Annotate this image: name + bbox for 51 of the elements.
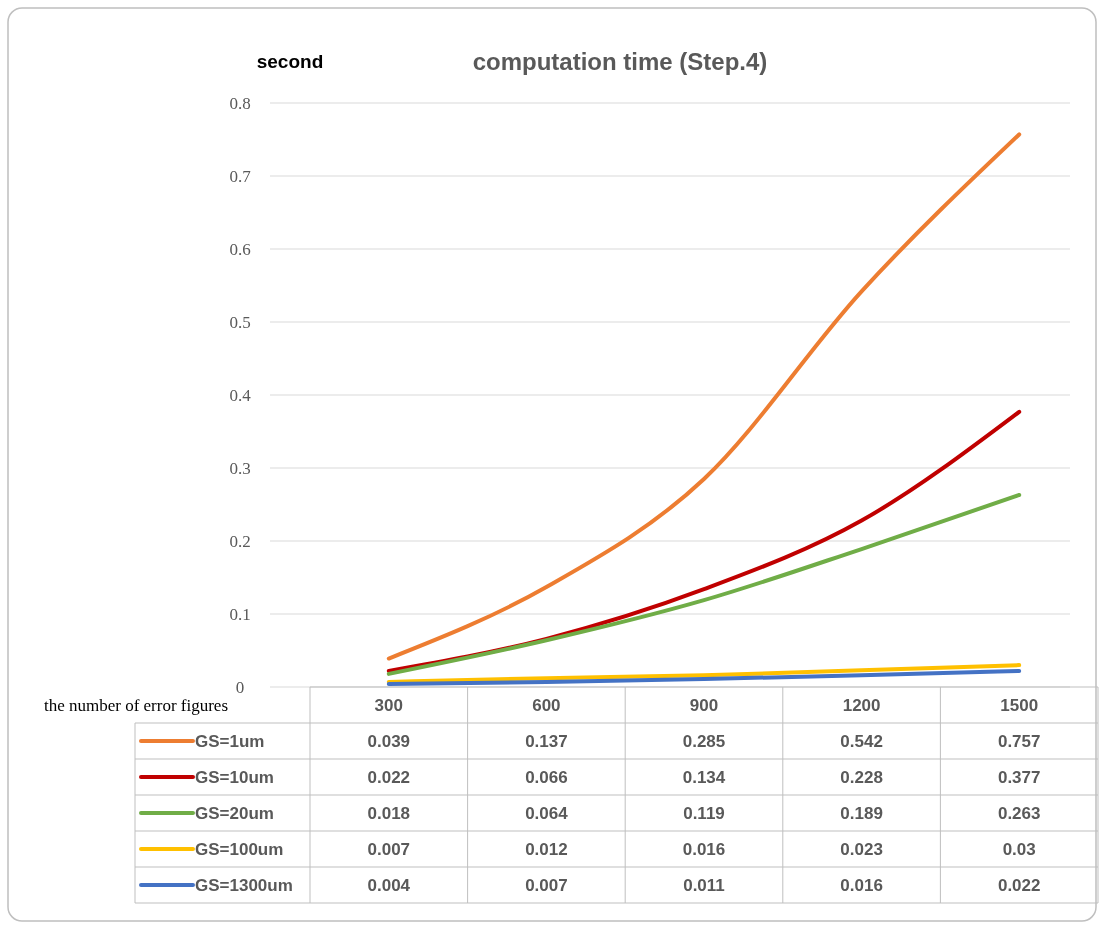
y-tick-label: 0.6 [229,239,251,259]
data-label: 0.016 [682,839,726,859]
y-tick-label: 0.1 [229,604,251,624]
legend-label: GS=1300um [195,875,293,895]
data-label: 0.066 [525,767,568,787]
chart-title: computation time (Step.4) [472,48,768,75]
data-label: 0.119 [683,803,725,823]
y-tick-label: 0 [235,677,245,697]
data-label: 0.007 [367,839,411,859]
data-label: 0.016 [840,875,883,895]
line-series [386,132,1022,661]
data-label: 0.007 [525,875,568,895]
legend-label: GS=100um [195,839,284,859]
data-label: 0.263 [997,803,1041,823]
data-label: 0.134 [682,767,726,787]
data-label: 0.022 [367,767,411,787]
y-tick-label: 0.2 [229,531,251,551]
y-tick-label: 0.4 [229,385,252,405]
legend-label: GS=20um [195,803,274,823]
data-label: 0.011 [683,875,725,895]
data-label: 0.023 [840,839,883,859]
data-label: 0.285 [682,731,726,751]
data-label: 0.004 [367,875,411,895]
x-tick-label: 300 [374,695,403,715]
line-series [386,663,1022,684]
data-label: 0.757 [997,731,1041,751]
y-tick-label: 0.3 [229,458,251,478]
data-label: 0.228 [840,767,883,787]
y-axis-title: second [256,51,324,72]
data-label: 0.542 [840,731,883,751]
x-axis-title: the number of error figures [43,695,229,715]
data-label: 0.064 [525,803,569,823]
line-series [386,493,1022,676]
x-tick-label: 900 [689,695,719,715]
data-label: 0.189 [840,803,883,823]
data-label: 0.137 [525,731,568,751]
x-tick-label: 1200 [842,695,881,715]
data-label: 0.039 [367,731,411,751]
legend-label: GS=10um [195,767,274,787]
data-label: 0.022 [997,875,1041,895]
data-label: 0.377 [997,767,1041,787]
line-series [386,668,1022,687]
y-tick-label: 0.5 [229,312,251,332]
data-label: 0.03 [1002,839,1036,859]
x-tick-label: 1500 [1000,695,1039,715]
y-tick-label: 0.8 [229,93,251,113]
data-label: 0.012 [525,839,568,859]
y-tick-label: 0.7 [229,166,252,186]
x-tick-label: 600 [532,695,561,715]
legend-label: GS=1um [195,731,265,751]
data-label: 0.018 [367,803,411,823]
